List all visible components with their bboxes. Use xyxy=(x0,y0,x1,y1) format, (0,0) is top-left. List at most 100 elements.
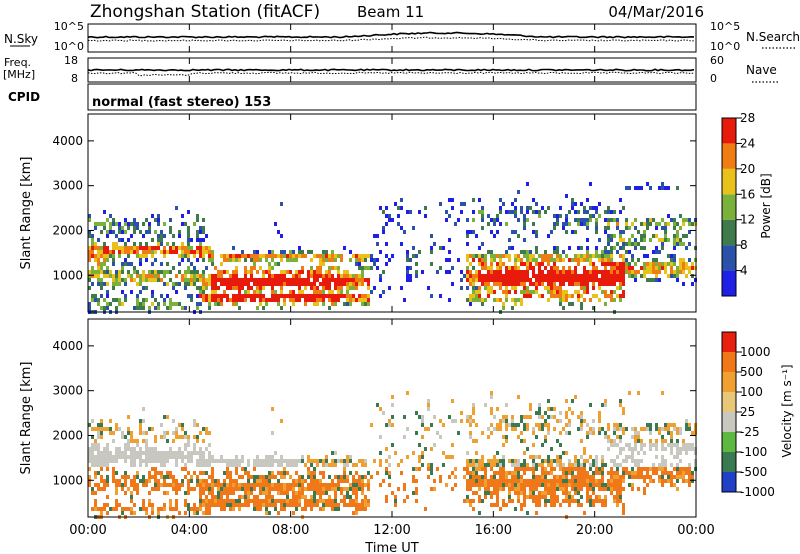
heatmap-cell xyxy=(166,270,169,274)
heatmap-cell xyxy=(88,218,91,222)
heatmap-cell xyxy=(502,419,505,423)
heatmap-cell xyxy=(556,499,559,503)
heatmap-cell xyxy=(361,479,364,483)
heatmap-cell xyxy=(94,455,97,459)
heatmap-cell xyxy=(625,443,628,447)
heatmap-cell xyxy=(502,455,505,459)
heatmap-cell xyxy=(160,435,163,439)
heatmap-cell xyxy=(472,407,475,411)
heatmap-cell xyxy=(361,294,364,298)
heatmap-cell xyxy=(544,411,547,415)
heatmap-cell xyxy=(496,483,499,487)
heatmap-cell xyxy=(88,274,91,278)
heatmap-cell xyxy=(517,495,520,499)
heatmap-cell xyxy=(343,302,346,306)
heatmap-cell xyxy=(310,266,313,270)
heatmap-cell xyxy=(601,475,604,479)
heatmap-cell xyxy=(478,459,481,463)
heatmap-cell xyxy=(496,499,499,503)
heatmap-cell xyxy=(625,226,628,230)
heatmap-cell xyxy=(289,258,292,262)
heatmap-cell xyxy=(676,238,679,242)
heatmap-cell xyxy=(187,451,190,455)
heatmap-cell xyxy=(271,455,274,459)
heatmap-cell xyxy=(607,222,610,226)
heatmap-cell xyxy=(319,491,322,495)
heatmap-cell xyxy=(106,218,109,222)
heatmap-cell xyxy=(274,503,277,507)
heatmap-cell xyxy=(352,491,355,495)
heatmap-cell xyxy=(541,415,544,419)
heatmap-cell xyxy=(673,226,676,230)
heatmap-cell xyxy=(433,479,436,483)
heatmap-cell xyxy=(538,262,541,266)
heatmap-cell xyxy=(613,298,616,302)
heatmap-cell xyxy=(505,423,508,427)
heatmap-cell xyxy=(232,294,235,298)
heatmap-cell xyxy=(112,246,115,250)
heatmap-cell xyxy=(469,463,472,467)
heatmap-cell xyxy=(565,214,568,218)
heatmap-cell xyxy=(349,286,352,290)
heatmap-cell xyxy=(565,230,568,234)
heatmap-cell xyxy=(640,475,643,479)
heatmap-cell xyxy=(559,419,562,423)
heatmap-cell xyxy=(91,282,94,286)
heatmap-cell xyxy=(604,274,607,278)
heatmap-cell xyxy=(271,487,274,491)
heatmap-cell xyxy=(310,282,313,286)
heatmap-cell xyxy=(175,290,178,294)
heatmap-cell xyxy=(562,467,565,471)
heatmap-cell xyxy=(190,250,193,254)
heatmap-cell xyxy=(346,290,349,294)
heatmap-cell xyxy=(604,302,607,306)
heatmap-cell xyxy=(541,274,544,278)
heatmap-cell xyxy=(295,483,298,487)
heatmap-cell xyxy=(196,238,199,242)
heatmap-cell xyxy=(133,222,136,226)
heatmap-cell xyxy=(604,230,607,234)
heatmap-cell xyxy=(415,411,418,415)
heatmap-cell xyxy=(457,218,460,222)
heatmap-cell xyxy=(235,278,238,282)
heatmap-cell xyxy=(532,471,535,475)
heatmap-cell xyxy=(541,443,544,447)
heatmap-cell xyxy=(307,459,310,463)
heatmap-cell xyxy=(325,455,328,459)
heatmap-cell xyxy=(622,475,625,479)
heatmap-cell xyxy=(265,479,268,483)
heatmap-cell xyxy=(142,439,145,443)
heatmap-cell xyxy=(535,463,538,467)
heatmap-cell xyxy=(106,427,109,431)
heatmap-cell xyxy=(691,282,694,286)
heatmap-cell xyxy=(658,467,661,471)
heatmap-cell xyxy=(256,499,259,503)
heatmap-cell xyxy=(208,511,211,515)
heatmap-cell xyxy=(448,298,451,302)
heatmap-cell xyxy=(208,463,211,467)
heatmap-cell xyxy=(586,270,589,274)
heatmap-cell xyxy=(298,290,301,294)
heatmap-cell xyxy=(334,294,337,298)
heatmap-cell xyxy=(556,270,559,274)
heatmap-cell xyxy=(334,487,337,491)
heatmap-cell xyxy=(127,270,130,274)
heatmap-cell xyxy=(547,487,550,491)
heatmap-cell xyxy=(163,274,166,278)
heatmap-cell xyxy=(583,270,586,274)
heatmap-cell xyxy=(586,198,589,202)
heatmap-cell xyxy=(550,286,553,290)
heatmap-cell xyxy=(535,274,538,278)
heatmap-cell xyxy=(655,270,658,274)
heatmap-cell xyxy=(352,274,355,278)
heatmap-cell xyxy=(361,475,364,479)
heatmap-cell xyxy=(388,286,391,290)
heatmap-cell xyxy=(280,294,283,298)
heatmap-cell xyxy=(301,266,304,270)
heatmap-cell xyxy=(667,254,670,258)
heatmap-cell xyxy=(115,246,118,250)
heatmap-cell xyxy=(235,270,238,274)
heatmap-cell xyxy=(649,238,652,242)
heatmap-cell xyxy=(136,471,139,475)
heatmap-cell xyxy=(676,451,679,455)
